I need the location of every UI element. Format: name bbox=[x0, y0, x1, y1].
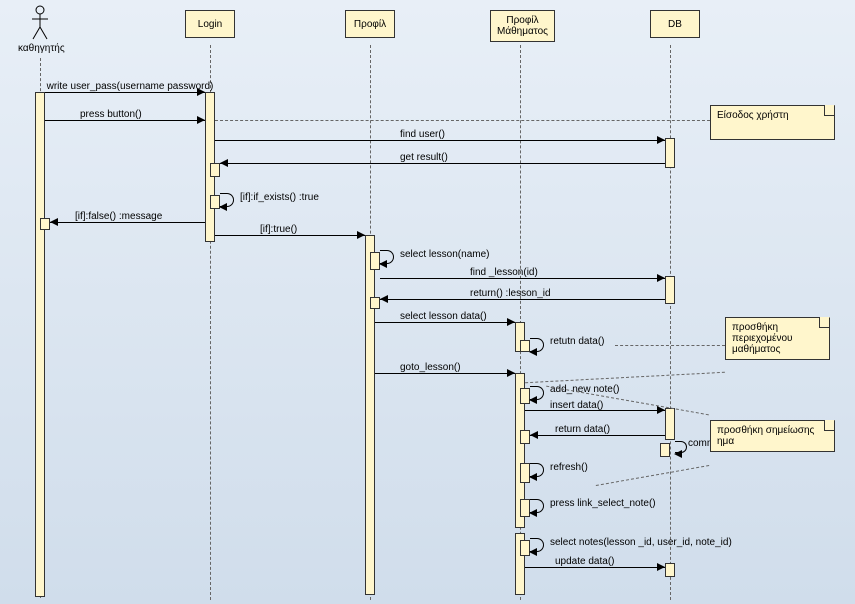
message-line bbox=[380, 278, 665, 279]
activation-db-2 bbox=[665, 276, 675, 304]
arrow-right-icon bbox=[197, 116, 205, 124]
arrow-right-icon bbox=[657, 406, 665, 414]
message-label: return data() bbox=[555, 424, 610, 435]
activation-profile-inner2 bbox=[370, 297, 380, 309]
message-line bbox=[375, 322, 515, 323]
note-content: προσθήκη περιεχομένου μαθήματος bbox=[725, 317, 830, 360]
activation-profile bbox=[365, 235, 375, 595]
message-line bbox=[215, 140, 665, 141]
message-label: find user() bbox=[400, 129, 445, 140]
message-line bbox=[215, 235, 365, 236]
activation-db-3 bbox=[665, 408, 675, 440]
note-text: προσθήκη bbox=[732, 322, 823, 333]
message-label: return() :lesson_id bbox=[470, 288, 551, 299]
activation-db bbox=[665, 138, 675, 168]
message-label: write user_pass(username password) bbox=[30, 81, 230, 92]
note-text: μαθήματος bbox=[732, 344, 823, 355]
note-connector bbox=[215, 120, 710, 121]
message-label: goto_lesson() bbox=[400, 362, 461, 373]
participant-login: Login bbox=[185, 10, 235, 38]
arrow-left-icon bbox=[220, 159, 228, 167]
arrow-left-icon bbox=[219, 203, 227, 211]
arrow-left-icon bbox=[530, 431, 538, 439]
arrow-left-icon bbox=[379, 260, 387, 268]
arrow-left-icon bbox=[674, 450, 682, 458]
note-text: περιεχομένου bbox=[732, 333, 823, 344]
message-label: insert data() bbox=[550, 400, 603, 411]
message-line bbox=[45, 120, 205, 121]
actor-label: καθηγητής bbox=[18, 43, 62, 54]
arrow-left-icon bbox=[529, 348, 537, 356]
message-line bbox=[50, 222, 205, 223]
message-label: get result() bbox=[400, 152, 448, 163]
message-label: select notes(lesson _id, user_id, note_i… bbox=[550, 537, 732, 548]
activation-lesson-profile-inner3 bbox=[520, 430, 530, 444]
participant-label: Login bbox=[192, 19, 228, 30]
note-login: Είσοδος χρήστη bbox=[710, 105, 835, 140]
lifeline-db bbox=[670, 45, 671, 600]
activation-login-inner1 bbox=[210, 163, 220, 177]
message-label: refresh() bbox=[550, 462, 588, 473]
message-line bbox=[530, 435, 665, 436]
participant-profile: Προφίλ bbox=[345, 10, 395, 38]
activation-actor bbox=[35, 92, 45, 597]
arrow-left-icon bbox=[529, 473, 537, 481]
arrow-right-icon bbox=[657, 274, 665, 282]
arrow-left-icon bbox=[529, 509, 537, 517]
message-label: retutn data() bbox=[550, 336, 604, 347]
arrow-right-icon bbox=[507, 318, 515, 326]
arrow-right-icon bbox=[657, 136, 665, 144]
message-label: update data() bbox=[555, 556, 615, 567]
arrow-right-icon bbox=[357, 231, 365, 239]
participant-label: Προφίλ bbox=[352, 19, 388, 30]
message-line bbox=[525, 567, 665, 568]
arrow-right-icon bbox=[657, 563, 665, 571]
message-label: [if]:if_exists() :true bbox=[240, 192, 319, 203]
note-connector bbox=[615, 345, 725, 346]
note-connector bbox=[596, 465, 709, 486]
activation-db-inner bbox=[660, 443, 670, 457]
participant-label: Προφίλ bbox=[497, 15, 548, 26]
note-text: Είσοδος χρήστη bbox=[717, 110, 789, 121]
note-connector bbox=[525, 372, 725, 383]
message-label: select lesson data() bbox=[400, 311, 487, 322]
message-label: press link_select_note() bbox=[550, 498, 656, 509]
message-line bbox=[45, 92, 205, 93]
participant-db: DB bbox=[650, 10, 700, 38]
activation-actor-inner bbox=[40, 218, 50, 230]
note-text: ημα bbox=[717, 436, 828, 447]
message-label: select lesson(name) bbox=[400, 249, 489, 260]
message-line bbox=[220, 163, 665, 164]
participant-lesson-profile: Προφίλ Μάθηματος bbox=[490, 10, 555, 42]
message-line bbox=[375, 373, 515, 374]
participant-label: DB bbox=[657, 19, 693, 30]
arrow-right-icon bbox=[507, 369, 515, 377]
note-addnote: προσθήκη σημείωσης ημα bbox=[710, 420, 835, 452]
participant-label: Μάθηματος bbox=[497, 26, 548, 37]
message-label: [if]:false() :message bbox=[75, 211, 162, 222]
message-label: press button() bbox=[80, 109, 142, 120]
actor-professor: καθηγητής bbox=[18, 5, 62, 54]
arrow-left-icon bbox=[380, 295, 388, 303]
message-label: find _lesson(id) bbox=[470, 267, 538, 278]
activation-db-4 bbox=[665, 563, 675, 577]
message-label: [if]:true() bbox=[260, 224, 297, 235]
message-line bbox=[380, 299, 665, 300]
note-text: προσθήκη σημείωσης bbox=[717, 425, 828, 436]
arrow-left-icon bbox=[529, 548, 537, 556]
arrow-left-icon bbox=[50, 218, 58, 226]
person-icon bbox=[30, 5, 50, 41]
arrow-left-icon bbox=[529, 396, 537, 404]
